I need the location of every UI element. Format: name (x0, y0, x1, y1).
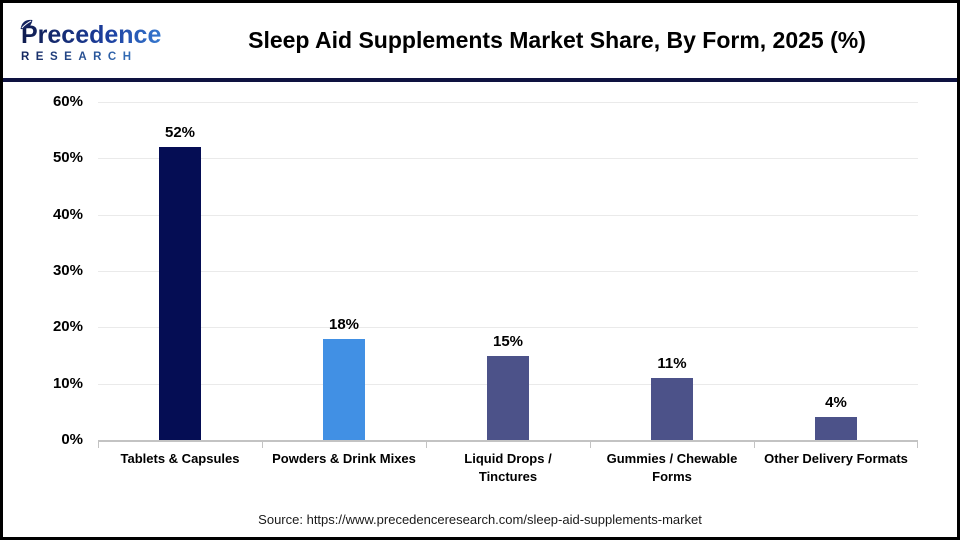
axis-tick (590, 442, 591, 448)
brand-name: Precedence (21, 22, 181, 48)
bar (159, 147, 201, 440)
x-tick-label: Tablets & Capsules (120, 451, 240, 466)
gridline (98, 158, 918, 160)
plot-area: 52% 18% 15% 11% 4% (98, 102, 918, 448)
axis-tick (262, 442, 263, 448)
gridline (98, 214, 918, 216)
bar-column: 52% (98, 102, 262, 440)
bar (487, 355, 529, 440)
bar-column: 11% (590, 102, 754, 440)
source-note: Source: https://www.precedenceresearch.c… (258, 512, 702, 527)
bar-value-label: 15% (492, 332, 524, 350)
bar-value-label: 4% (825, 394, 847, 412)
axis-tick (754, 442, 755, 448)
bar (815, 417, 857, 440)
x-tick-label: Powders & Drink Mixes (272, 451, 416, 466)
axis-tick (426, 442, 427, 448)
bar-value-label: 11% (657, 355, 687, 373)
y-axis-labels: 0% 10% 20% 30% 40% 50% 60% (3, 93, 83, 448)
bar-value-label: 18% (328, 315, 360, 333)
bar (651, 378, 693, 440)
gridline (98, 102, 918, 103)
y-tick-label: 60% (52, 93, 83, 110)
y-tick-label: 50% (52, 149, 83, 167)
y-tick-label: 20% (52, 318, 83, 336)
y-tick-label: 30% (52, 262, 83, 279)
y-tick-label: 10% (52, 374, 83, 392)
chart-region: 0% 10% 20% 30% 40% 50% 60% 52% 18% 15% 11% 4% Tabl… (3, 82, 957, 537)
bar-column: 15% (426, 102, 590, 440)
leaf-icon (18, 16, 35, 33)
x-axis-line (98, 440, 918, 442)
gridline (98, 271, 918, 272)
bar-column: 18% (262, 102, 426, 440)
gridline (98, 327, 918, 329)
y-tick-label: 0% (61, 431, 83, 448)
y-tick-label: 40% (52, 205, 83, 223)
brand-subname: RESEARCH (21, 51, 181, 63)
x-axis-labels: Tablets & Capsules Powders & Drink Mixes L… (98, 450, 918, 486)
x-tick-label: Gummies / Chewable Forms (606, 451, 738, 485)
header-divider (3, 78, 957, 82)
x-tick-label: Other Delivery Formats (764, 451, 908, 466)
bar (323, 338, 365, 440)
x-tick-label: Liquid Drops / Tinctures (464, 451, 552, 485)
axis-tick (917, 442, 918, 448)
axis-tick (98, 442, 99, 448)
chart-title: Sleep Aid Supplements Market Share, By F… (248, 27, 866, 53)
header: Precedence RESEARCH Sleep Aid Supplement… (3, 3, 957, 78)
bar-column: 4% (754, 102, 918, 440)
bar-value-label: 52% (164, 124, 196, 142)
brand-logo: Precedence RESEARCH (18, 16, 181, 63)
